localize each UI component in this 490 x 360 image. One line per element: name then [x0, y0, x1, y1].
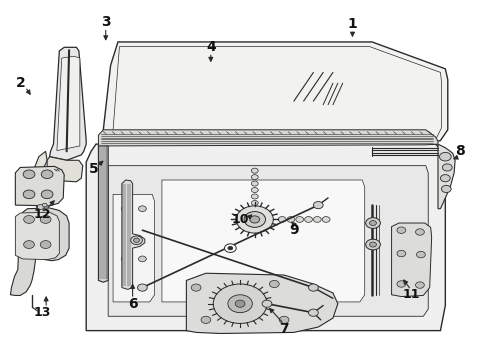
Text: 13: 13 [33, 306, 51, 319]
Polygon shape [86, 144, 445, 330]
Circle shape [296, 217, 304, 222]
Circle shape [23, 170, 35, 179]
Circle shape [251, 175, 258, 180]
Text: 10: 10 [231, 213, 249, 226]
Polygon shape [162, 180, 365, 302]
Polygon shape [98, 142, 108, 282]
Polygon shape [392, 223, 432, 297]
Circle shape [416, 229, 424, 235]
Circle shape [305, 217, 313, 222]
Circle shape [314, 202, 323, 209]
Circle shape [416, 282, 424, 288]
Circle shape [309, 284, 318, 291]
Circle shape [40, 240, 51, 248]
Circle shape [250, 216, 260, 223]
Circle shape [24, 240, 34, 248]
Polygon shape [57, 56, 80, 150]
Circle shape [309, 309, 318, 316]
Text: 5: 5 [89, 162, 98, 176]
Polygon shape [49, 47, 86, 160]
Circle shape [139, 256, 147, 262]
Text: 7: 7 [279, 322, 289, 336]
Circle shape [134, 238, 140, 242]
Circle shape [251, 188, 258, 193]
Text: 2: 2 [16, 76, 26, 90]
Circle shape [224, 244, 236, 252]
Circle shape [369, 221, 376, 226]
Circle shape [251, 201, 258, 206]
Circle shape [37, 204, 44, 210]
Polygon shape [101, 42, 448, 144]
Circle shape [228, 295, 252, 313]
Polygon shape [15, 212, 59, 260]
Circle shape [191, 284, 201, 291]
Circle shape [251, 194, 258, 199]
Circle shape [244, 212, 266, 227]
Circle shape [369, 242, 376, 247]
Polygon shape [30, 151, 47, 214]
Circle shape [42, 203, 47, 207]
Circle shape [322, 217, 330, 222]
Circle shape [442, 164, 452, 171]
Polygon shape [10, 208, 69, 296]
Circle shape [397, 227, 406, 233]
Circle shape [228, 246, 233, 250]
Circle shape [397, 281, 406, 287]
Text: 8: 8 [455, 144, 465, 158]
Polygon shape [122, 180, 145, 289]
Polygon shape [98, 130, 438, 146]
Circle shape [397, 250, 406, 257]
Polygon shape [47, 157, 83, 182]
Circle shape [139, 206, 147, 212]
Text: 6: 6 [128, 297, 137, 311]
Circle shape [235, 300, 245, 307]
Circle shape [416, 251, 425, 258]
Circle shape [24, 216, 34, 224]
Circle shape [40, 216, 51, 224]
Circle shape [287, 217, 295, 222]
Circle shape [314, 217, 321, 222]
Circle shape [251, 181, 258, 186]
Circle shape [262, 300, 272, 307]
Text: 11: 11 [402, 288, 420, 301]
Circle shape [441, 185, 451, 193]
Circle shape [201, 316, 211, 323]
Text: 1: 1 [347, 17, 357, 31]
Circle shape [278, 217, 286, 222]
Text: 9: 9 [289, 223, 299, 237]
Circle shape [122, 206, 129, 212]
Circle shape [236, 206, 273, 233]
Circle shape [131, 236, 143, 244]
Polygon shape [108, 166, 428, 316]
Polygon shape [15, 166, 64, 206]
Circle shape [279, 316, 289, 323]
Circle shape [23, 190, 35, 199]
Polygon shape [113, 194, 155, 302]
Circle shape [41, 190, 53, 199]
Circle shape [440, 152, 451, 161]
Text: 4: 4 [206, 40, 216, 54]
Circle shape [138, 284, 147, 291]
Circle shape [441, 175, 450, 182]
Circle shape [41, 170, 53, 179]
Circle shape [251, 168, 258, 173]
Polygon shape [438, 144, 455, 209]
Circle shape [213, 284, 267, 323]
Polygon shape [186, 273, 338, 333]
Text: 12: 12 [33, 208, 51, 221]
Circle shape [366, 239, 380, 250]
Text: 3: 3 [101, 15, 111, 29]
Circle shape [270, 280, 279, 288]
Circle shape [122, 256, 129, 262]
Circle shape [366, 218, 380, 228]
